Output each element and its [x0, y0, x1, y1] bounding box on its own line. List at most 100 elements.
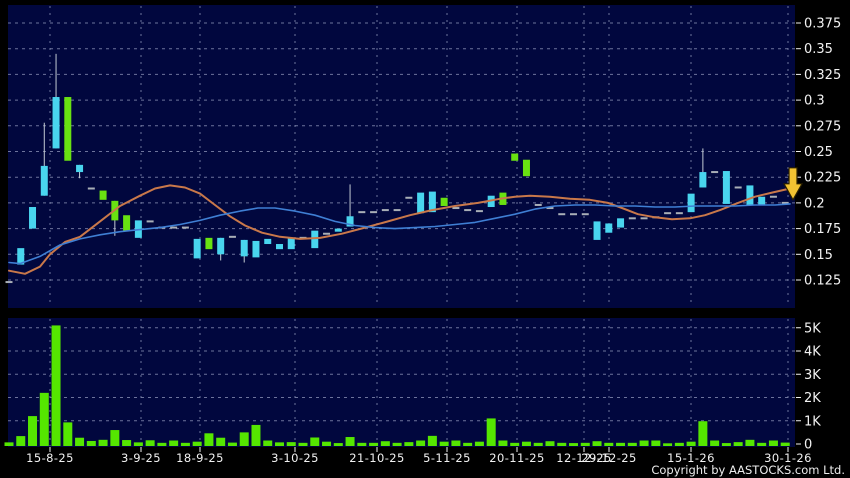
date-axis: 15-8-25 3-9-25 18-9-25 3-10-25 21-10-25 5-11-… — [26, 447, 811, 465]
candle-cyan — [746, 185, 754, 205]
flat-day-dash — [534, 203, 542, 206]
price-axis-label: 0.175 — [804, 222, 841, 237]
flat-day-dash — [475, 210, 483, 213]
flat-day-dash — [181, 226, 189, 229]
volume-bar — [227, 442, 237, 446]
price-axis-label: 0.375 — [804, 17, 841, 32]
candle-cyan — [29, 207, 37, 229]
volume-bars — [4, 325, 790, 446]
volume-bar — [75, 437, 85, 446]
volume-bar — [274, 442, 284, 446]
right-axis: 0.375 0.35 0.325 0.3 0.275 0.25 0.225 0.2 0.175 0… — [796, 17, 841, 453]
date-label: 21-10-25 — [349, 451, 404, 465]
price-axis-label: 0.225 — [804, 171, 841, 186]
candle-green — [440, 197, 448, 206]
volume-bar — [145, 440, 155, 446]
volume-bar — [721, 443, 731, 446]
price-axis-label: 0.35 — [804, 42, 833, 57]
volume-bar — [416, 440, 426, 446]
flat-day-dash — [664, 212, 672, 215]
candle-cyan — [252, 240, 260, 258]
volume-bar — [533, 442, 543, 446]
candle-cyan — [346, 216, 354, 227]
volume-bar — [498, 440, 508, 446]
flat-day-dash — [675, 212, 683, 215]
volume-bar — [592, 441, 602, 446]
volume-bar — [686, 441, 696, 446]
volume-axis-label: 0 — [804, 438, 812, 453]
candle-green — [123, 215, 131, 231]
candle-green — [511, 153, 519, 161]
price-gridlines — [8, 22, 795, 281]
flat-day-dash — [628, 217, 636, 220]
flat-day-dash — [558, 213, 566, 216]
candle-cyan — [722, 171, 730, 204]
volume-bar — [4, 442, 14, 446]
date-label: 20-11-25 — [489, 451, 544, 465]
flat-day-dash — [405, 196, 413, 199]
volume-bar — [663, 443, 673, 446]
candle-cyan — [40, 165, 48, 196]
candle-cyan — [52, 97, 60, 149]
price-axis-label: 0.275 — [804, 119, 841, 134]
candle-cyan — [334, 228, 342, 232]
volume-bar — [298, 442, 308, 446]
flat-day-dash — [170, 226, 178, 229]
volume-bar — [157, 442, 167, 446]
price-axis-label: 0.125 — [804, 274, 841, 289]
candle-cyan — [311, 230, 319, 249]
volume-bar — [627, 442, 637, 446]
volume-panel — [8, 318, 795, 447]
flat-day-dash — [546, 207, 554, 210]
volume-bar — [63, 422, 73, 446]
date-label: 15-8-25 — [26, 451, 74, 465]
volume-bar — [392, 442, 402, 446]
flat-day-dash — [781, 201, 789, 204]
volume-bar — [639, 440, 649, 446]
volume-axis-label: 4K — [804, 345, 821, 360]
volume-bar — [16, 436, 26, 446]
date-label: 3-10-25 — [271, 451, 319, 465]
date-label: 5-11-25 — [423, 451, 471, 465]
flat-day-dash — [734, 186, 742, 189]
volume-bar — [239, 432, 249, 446]
ma-line-slow-blue — [8, 203, 791, 265]
candle-cyan — [617, 218, 625, 228]
price-panel — [8, 5, 795, 308]
date-gridlines — [49, 6, 789, 446]
candle-green — [205, 237, 213, 250]
volume-bar — [616, 442, 626, 446]
volume-bar — [169, 440, 179, 446]
volume-bar — [674, 442, 684, 446]
candle-cyan — [593, 221, 601, 240]
candle-cyan — [605, 223, 613, 233]
volume-bar — [757, 442, 767, 446]
volume-axis-label: 2K — [804, 391, 821, 406]
volume-bar — [557, 442, 567, 446]
flat-day-dash — [146, 220, 154, 223]
flat-day-dash — [370, 211, 378, 214]
volume-bar — [486, 418, 496, 446]
candle-green — [99, 190, 107, 200]
volume-bar — [474, 441, 484, 446]
price-axis-label: 0.15 — [804, 248, 833, 263]
candle-cyan — [17, 248, 25, 265]
volume-bar — [39, 392, 49, 446]
volume-bar — [510, 442, 520, 446]
volume-bar — [110, 430, 120, 446]
volume-bar — [521, 441, 531, 446]
volume-bar — [651, 440, 661, 446]
volume-gridlines — [8, 327, 795, 422]
flat-day-dash — [581, 213, 589, 216]
volume-bar — [745, 439, 755, 446]
candle-cyan — [428, 191, 436, 213]
volume-bar — [133, 442, 143, 446]
volume-bar — [698, 421, 708, 446]
flat-day-dash — [323, 232, 331, 235]
volume-bar — [451, 440, 461, 446]
down-arrow-icon — [782, 167, 804, 202]
price-axis-label: 0.25 — [804, 145, 833, 160]
volume-bar — [180, 442, 190, 446]
